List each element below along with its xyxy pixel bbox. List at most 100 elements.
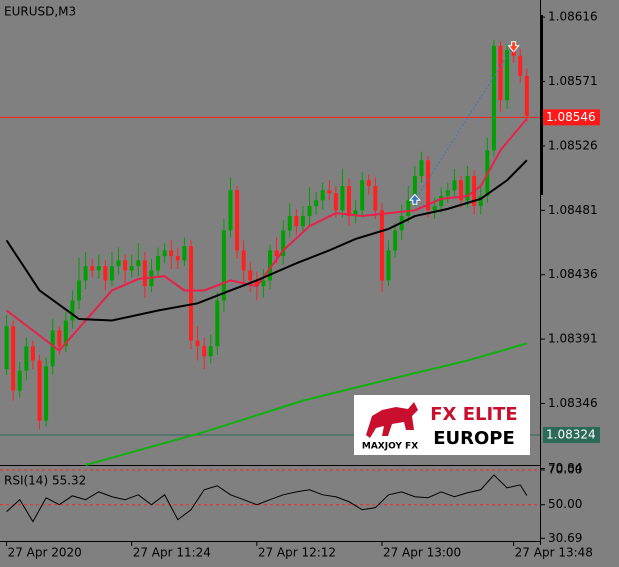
candle-body	[254, 280, 259, 287]
candle-body	[452, 180, 457, 191]
candle-body	[123, 260, 128, 271]
candle-body	[195, 340, 200, 347]
candle-body	[524, 75, 529, 116]
buy-arrow	[408, 193, 421, 205]
candle-body	[235, 190, 240, 251]
y-tick-label: 1.08616	[548, 10, 598, 24]
logo-brand: FX ELITE	[430, 404, 517, 425]
y-tick-label: 1.08526	[548, 138, 598, 152]
candle-body	[96, 266, 101, 271]
candle-body	[373, 186, 378, 211]
candle-body	[353, 210, 358, 217]
y-tick-label: 1.08391	[548, 332, 598, 346]
candle-body	[281, 230, 286, 257]
candle-body	[327, 190, 332, 194]
sell-arrow	[507, 41, 520, 53]
candle-body	[57, 330, 62, 347]
candle-body	[445, 190, 450, 197]
rsi-title: RSI(14) 55.32	[4, 474, 86, 488]
candle-body	[248, 270, 253, 281]
candle-body	[294, 216, 299, 227]
candle-body	[70, 300, 75, 321]
moving-average	[5, 159, 528, 322]
level-label: 1.08324	[546, 427, 596, 441]
candle-body	[261, 280, 266, 287]
bull-icon	[366, 402, 418, 438]
y-tick-label: 70.00	[548, 462, 582, 476]
candle-body	[77, 280, 82, 301]
candle-body	[241, 250, 246, 271]
moving-average	[85, 342, 528, 466]
candle-body	[340, 186, 345, 211]
candle-body	[518, 55, 523, 76]
candle-body	[366, 180, 371, 186]
y-tick-label: 1.08436	[548, 267, 598, 281]
candle-body	[156, 256, 161, 271]
candle-body	[37, 360, 42, 421]
candle-body	[511, 50, 516, 56]
candle-body	[129, 266, 134, 271]
candle-body	[419, 160, 424, 176]
level-label: 1.08546	[546, 110, 596, 124]
candle-body	[202, 346, 207, 357]
logo: MAXJOY FX FX ELITE EUROPE	[354, 395, 530, 455]
candle-body	[109, 266, 114, 281]
candle-body	[300, 216, 305, 227]
candle-body	[50, 330, 55, 367]
candle-body	[465, 175, 470, 201]
candle-body	[175, 256, 180, 261]
candle-body	[182, 246, 187, 261]
candle-body	[11, 326, 16, 391]
candle-body	[498, 45, 503, 101]
candle-body	[314, 200, 319, 207]
x-tick-label: 27 Apr 13:48	[515, 546, 593, 560]
candle-body	[221, 230, 226, 301]
candle-body	[24, 346, 29, 371]
x-tick-label: 27 Apr 12:12	[258, 546, 336, 560]
candle-body	[426, 160, 431, 211]
x-tick-label: 27 Apr 2020	[8, 546, 82, 560]
candle-body	[17, 370, 22, 391]
candle-body	[386, 250, 391, 281]
candle-body	[406, 200, 411, 217]
candle-body	[103, 266, 108, 281]
candle-body	[208, 346, 213, 357]
candle-body	[142, 260, 147, 287]
candle-body	[44, 366, 49, 421]
candle-body	[393, 230, 398, 251]
logo-region: EUROPE	[433, 428, 515, 449]
candle-body	[188, 246, 193, 341]
candle-body	[491, 45, 496, 151]
candle-body	[162, 250, 167, 257]
y-tick-label: 1.08571	[548, 74, 598, 88]
candle-body	[136, 260, 141, 267]
candle-body	[287, 216, 292, 231]
candle-body	[30, 346, 35, 361]
y-tick-label: 1.08481	[548, 203, 598, 217]
candle-body	[228, 190, 233, 231]
x-tick-label: 27 Apr 11:24	[133, 546, 211, 560]
candle-body	[90, 266, 95, 271]
candle-body	[347, 186, 352, 217]
candle-body	[333, 193, 338, 211]
candle-body	[4, 326, 9, 370]
candle-body	[439, 196, 444, 207]
candle-body	[83, 266, 88, 281]
candle-body	[307, 206, 312, 217]
logo-name: MAXJOY FX	[362, 442, 418, 452]
rsi-line	[6, 474, 528, 523]
trade-line	[414, 45, 515, 201]
candle-body	[478, 196, 483, 207]
moving-average	[5, 118, 528, 352]
candle-body	[215, 300, 220, 347]
candle-body	[63, 320, 68, 347]
y-tick-label: 70.84	[548, 461, 582, 475]
y-tick-label: 50.00	[548, 497, 582, 511]
candle-body	[274, 250, 279, 257]
level-tag	[543, 109, 600, 126]
candle-body	[505, 50, 510, 101]
y-tick-label: 1.08346	[548, 396, 598, 410]
candle-body	[116, 260, 121, 267]
chart-title: EURUSD,M3	[4, 5, 76, 19]
